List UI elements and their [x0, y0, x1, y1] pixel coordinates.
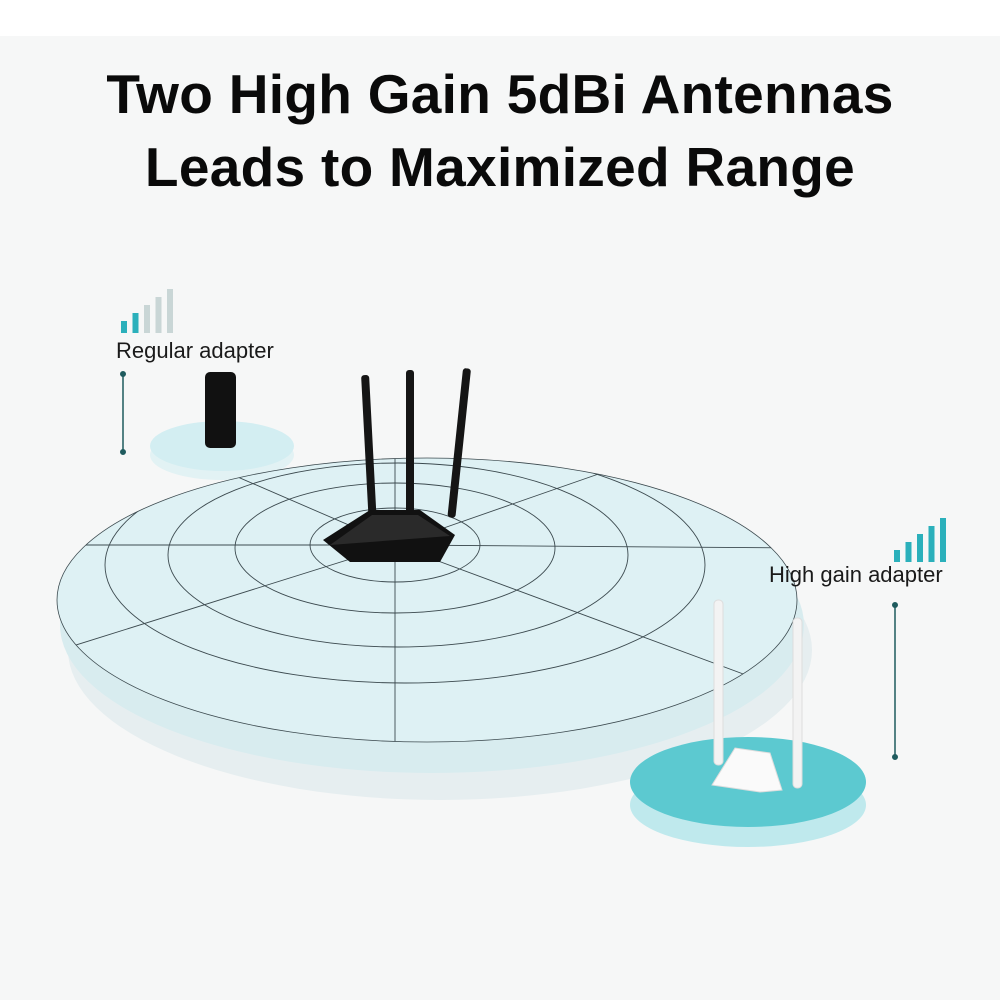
router-coverage-disc: [56, 457, 812, 800]
high-gain-adapter-marker: [892, 602, 898, 760]
signal-bar: [940, 518, 946, 562]
regular-adapter-label: Regular adapter: [116, 338, 274, 363]
signal-bar: [121, 321, 127, 333]
top-band: [0, 0, 1000, 36]
signal-bar: [167, 289, 173, 333]
regular-adapter-image: [205, 372, 236, 448]
regular-adapter-marker: [120, 371, 126, 455]
signal-bar: [144, 305, 150, 333]
high-gain-adapter-label: High gain adapter: [769, 562, 943, 587]
router-image: [323, 368, 471, 562]
page-title: Two High Gain 5dBi Antennas Leads to Max…: [0, 58, 1000, 204]
signal-bars-icon: [121, 289, 173, 333]
high-gain-adapter-image: [711, 599, 803, 793]
title-line-2: Leads to Maximized Range: [144, 136, 856, 198]
signal-bar: [132, 313, 139, 333]
signal-bar: [894, 550, 900, 562]
signal-bar: [155, 297, 162, 333]
signal-bar: [928, 526, 935, 562]
title-line-1: Two High Gain 5dBi Antennas: [106, 63, 894, 125]
signal-bars-icon: [894, 518, 946, 562]
signal-bar: [905, 542, 912, 562]
signal-bar: [917, 534, 923, 562]
